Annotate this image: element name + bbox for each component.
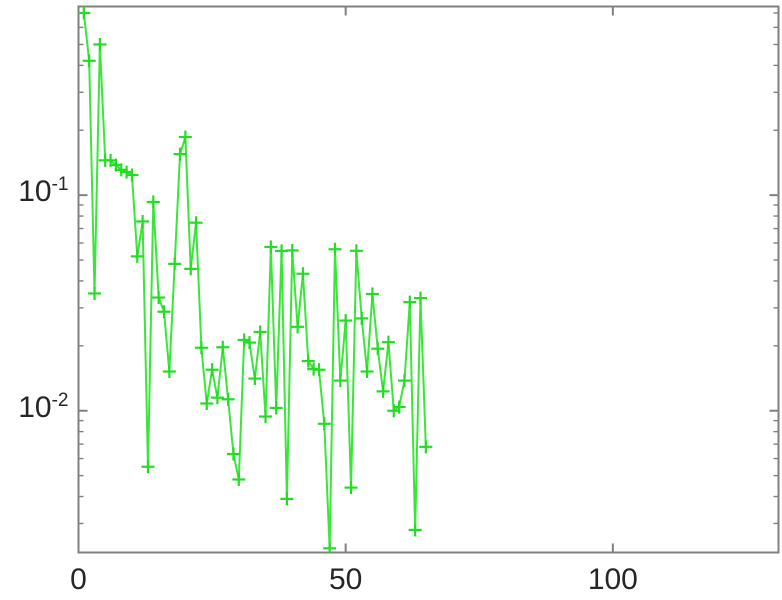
y-tick-mantissa: 10 xyxy=(18,175,52,209)
axis-ticks xyxy=(77,6,779,553)
y-tick-exponent: -2 xyxy=(51,389,69,411)
y-tick-exponent: -1 xyxy=(51,174,69,196)
series-line xyxy=(82,11,427,550)
x-axis-tick-label: 100 xyxy=(587,562,638,596)
series-markers xyxy=(78,6,433,553)
x-axis-tick-label: 50 xyxy=(328,562,363,596)
x-axis-tick-label: 0 xyxy=(70,562,87,596)
axes-frame xyxy=(77,5,780,554)
y-axis-tick-label: 10-1 xyxy=(18,175,68,209)
y-tick-mantissa: 10 xyxy=(18,390,52,424)
y-axis-tick-label: 10-2 xyxy=(18,391,68,425)
data-series xyxy=(78,6,433,553)
